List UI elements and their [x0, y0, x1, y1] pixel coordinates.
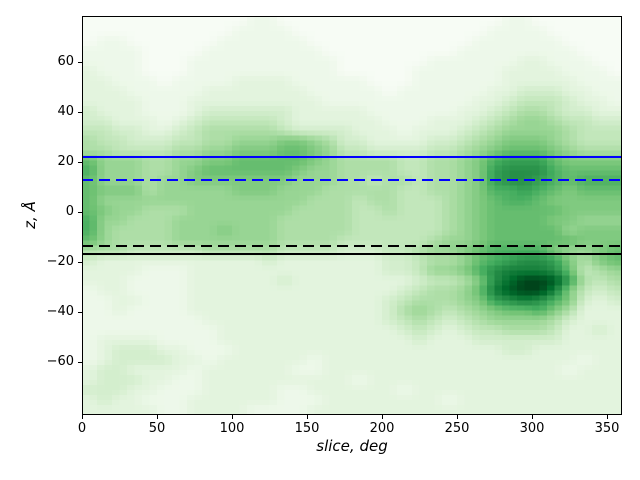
x-tick-mark — [232, 415, 234, 419]
x-tick-label: 300 — [519, 421, 545, 436]
y-tick-label: −60 — [46, 354, 74, 369]
y-tick-mark — [78, 162, 82, 164]
x-tick-label: 200 — [369, 421, 395, 436]
y-tick-label: −40 — [46, 304, 74, 319]
heatmap-canvas — [82, 16, 622, 415]
hline-dashed-black — [82, 245, 622, 247]
x-tick-mark — [82, 415, 84, 419]
y-tick-label: 20 — [57, 154, 74, 169]
y-tick-label: 40 — [57, 104, 74, 119]
x-tick-label: 0 — [77, 421, 87, 436]
plot-area — [82, 16, 622, 415]
y-tick-label: 0 — [65, 204, 74, 219]
x-tick-mark — [457, 415, 459, 419]
x-tick-mark — [607, 415, 609, 419]
x-tick-mark — [532, 415, 534, 419]
hline-solid-blue — [82, 156, 622, 158]
y-tick-mark — [78, 212, 82, 214]
hline-dashed-blue — [82, 178, 622, 181]
y-tick-label: 60 — [57, 54, 74, 69]
x-axis-label: slice, deg — [316, 437, 388, 455]
x-tick-label: 250 — [444, 421, 470, 436]
x-tick-label: 350 — [594, 421, 620, 436]
hline-solid-black — [82, 253, 622, 255]
y-tick-mark — [78, 112, 82, 114]
y-tick-mark — [78, 362, 82, 364]
x-tick-mark — [307, 415, 309, 419]
y-tick-mark — [78, 262, 82, 264]
x-tick-label: 100 — [219, 421, 245, 436]
x-tick-mark — [157, 415, 159, 419]
y-tick-mark — [78, 62, 82, 64]
x-tick-label: 50 — [148, 421, 166, 436]
x-tick-mark — [382, 415, 384, 419]
y-tick-label: −20 — [46, 254, 74, 269]
x-tick-label: 150 — [294, 421, 320, 436]
y-tick-mark — [78, 312, 82, 314]
